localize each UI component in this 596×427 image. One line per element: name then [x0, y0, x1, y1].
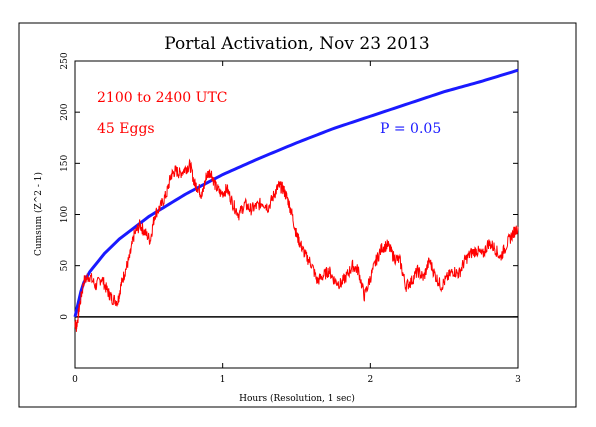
- x-tick-label: 1: [220, 375, 226, 385]
- y-tick-label: 50: [60, 260, 70, 272]
- probability-curve: [73, 68, 519, 318]
- y-tick-label: 150: [60, 154, 70, 171]
- y-tick-label: 0: [60, 314, 70, 320]
- y-axis-label: Cumsum (Z^2 - 1): [33, 172, 44, 256]
- x-tick-label: 3: [515, 375, 521, 385]
- time-range-annotation: 2100 to 2400 UTC: [97, 90, 228, 106]
- y-tick-label: 100: [60, 206, 70, 223]
- y-tick-label: 250: [60, 52, 70, 69]
- x-tick-label: 0: [72, 375, 78, 385]
- series-layer: [73, 68, 519, 332]
- cumsum-data-line: [74, 158, 519, 332]
- chart-title: Portal Activation, Nov 23 2013: [164, 34, 429, 54]
- probability-annotation: P = 0.05: [380, 121, 441, 137]
- y-tick-label: 200: [60, 103, 70, 120]
- x-tick-label: 2: [367, 375, 373, 385]
- x-axis-label: Hours (Resolution, 1 sec): [239, 393, 355, 404]
- figure-border: [18, 22, 577, 408]
- plot-area: 0 1 2 3 0 50 100 150 200 250: [60, 52, 521, 385]
- eggs-annotation: 45 Eggs: [97, 121, 155, 137]
